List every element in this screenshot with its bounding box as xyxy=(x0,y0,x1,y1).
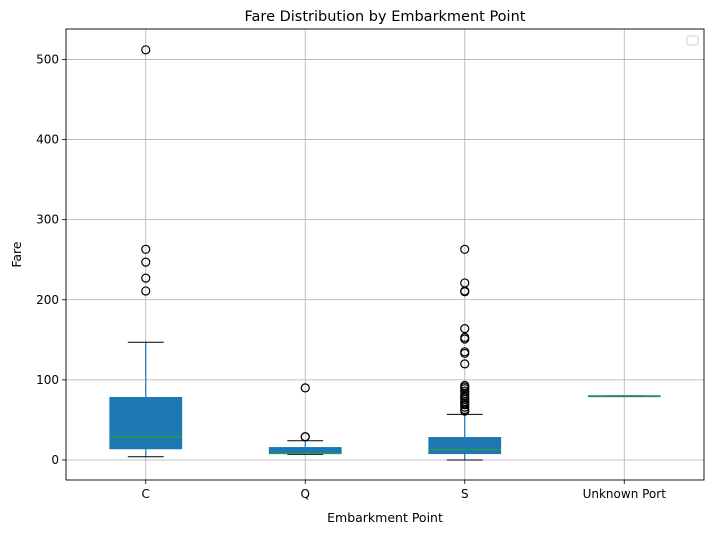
outlier-point xyxy=(460,287,470,297)
box-unknown-port xyxy=(587,395,661,398)
boxes-layer xyxy=(109,45,661,461)
x-axis: C Q S Unknown Port xyxy=(142,480,667,501)
outlier-point xyxy=(141,273,151,283)
outlier-point xyxy=(300,383,310,393)
outlier-point xyxy=(460,348,470,359)
iqr-box xyxy=(428,437,502,455)
y-tick-label: 300 xyxy=(36,213,59,227)
y-tick-label: 200 xyxy=(36,293,59,307)
outlier-point xyxy=(300,432,310,442)
iqr-box xyxy=(109,396,183,450)
box-c xyxy=(109,45,183,458)
outlier-point xyxy=(460,334,470,344)
y-tick-label: 400 xyxy=(36,133,59,147)
x-tick-label: C xyxy=(142,487,150,501)
outlier-point xyxy=(460,400,470,410)
box-q xyxy=(268,383,342,455)
outlier-point xyxy=(141,45,151,55)
outlier-point xyxy=(460,406,470,416)
chart-title: Fare Distribution by Embarkment Point xyxy=(245,9,526,25)
iqr-box xyxy=(268,447,342,455)
grid-lines xyxy=(66,29,704,480)
outlier-point xyxy=(141,286,151,296)
outlier-point xyxy=(460,244,470,254)
x-tick-label: Unknown Port xyxy=(583,487,667,501)
outlier-point xyxy=(460,384,470,394)
outlier-point xyxy=(460,323,470,334)
outlier-point xyxy=(141,257,151,267)
x-tick-label: Q xyxy=(301,487,310,501)
x-axis-label: Embarkment Point xyxy=(327,510,443,525)
y-tick-label: 0 xyxy=(51,453,59,467)
box-s xyxy=(428,244,502,461)
outlier-point xyxy=(141,244,151,254)
y-axis-label: Fare xyxy=(9,241,24,268)
y-axis: 0 100 200 300 400 500 xyxy=(36,52,66,467)
y-tick-label: 500 xyxy=(36,52,59,66)
x-tick-label: S xyxy=(461,487,469,501)
plot-frame xyxy=(65,28,705,481)
legend-box xyxy=(686,35,699,46)
outlier-point xyxy=(460,402,470,412)
y-tick-label: 100 xyxy=(36,373,59,387)
outlier-point xyxy=(460,359,470,369)
